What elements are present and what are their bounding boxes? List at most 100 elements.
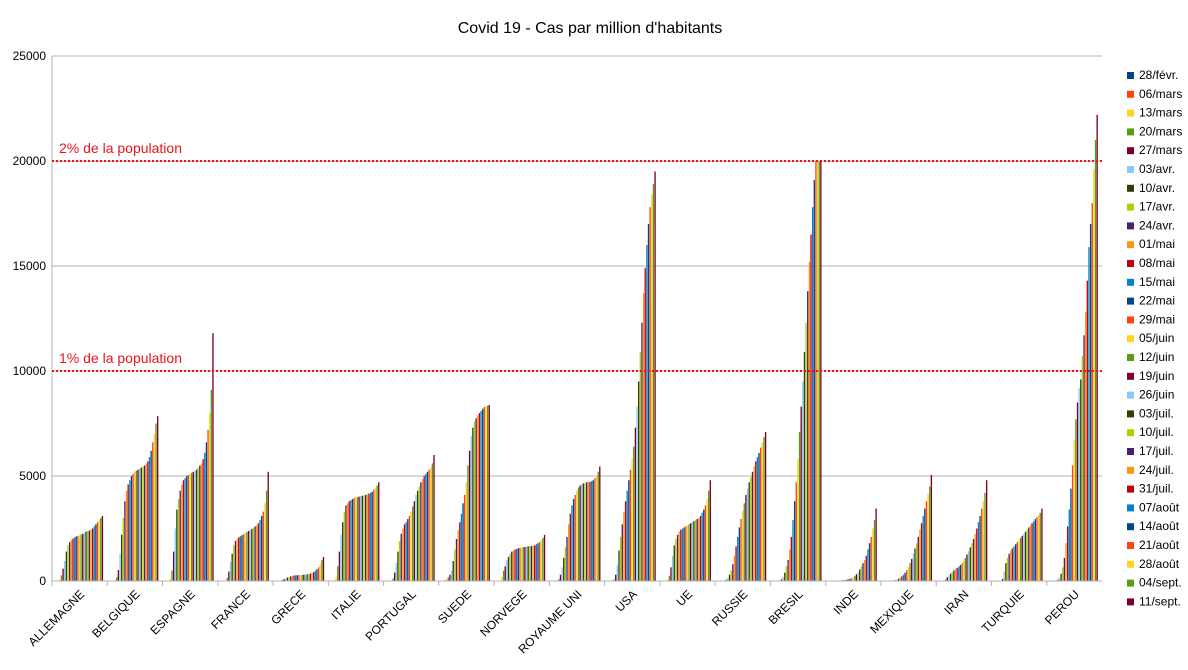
- bar-mexique-24: [924, 508, 926, 581]
- bar-portugal-13: [408, 515, 411, 581]
- bar-iran-11: [958, 566, 960, 581]
- bar-espagne-5: [174, 528, 176, 581]
- bar-suede-27: [486, 405, 489, 581]
- bar-royaume-uni-9: [567, 524, 570, 581]
- bar-turquie-17: [1023, 533, 1025, 581]
- legend-swatch: [1127, 560, 1134, 568]
- bar-belgique-7: [122, 518, 124, 581]
- bar-bresil-7: [785, 566, 788, 581]
- bar-perou-9: [1065, 543, 1067, 581]
- bar-suede-17: [470, 436, 472, 581]
- bar-iran-26: [982, 501, 985, 581]
- bar-italie-4: [338, 551, 341, 581]
- bar-portugal-28: [433, 455, 435, 581]
- bar-grece-19: [308, 574, 310, 581]
- bar-perou-5: [1058, 577, 1061, 581]
- bar-allemagne-2: [59, 579, 61, 581]
- bar-russie-20: [751, 471, 754, 581]
- bar-turquie-13: [1016, 542, 1018, 581]
- bar-turquie-24: [1034, 519, 1037, 581]
- bar-iran-18: [969, 547, 971, 581]
- bar-norvege-14: [520, 547, 523, 581]
- bar-allemagne-14: [78, 535, 81, 581]
- bar-inde-12: [849, 578, 851, 581]
- legend-label: 31/juil.: [1139, 482, 1174, 496]
- bar-italie-2: [335, 576, 337, 581]
- legend-swatch: [1127, 523, 1134, 531]
- bar-italie-23: [369, 492, 372, 581]
- bar-espagne-9: [181, 484, 183, 581]
- bar-italie-8: [345, 505, 347, 581]
- bar-portugal-20: [420, 482, 422, 581]
- bar-grece-23: [314, 570, 316, 581]
- bar-mexique-23: [922, 515, 924, 581]
- bar-grece-3: [281, 579, 284, 581]
- bar-suede-22: [478, 413, 481, 581]
- legend-label: 08/mai: [1139, 256, 1175, 270]
- bar-inde-28: [875, 508, 877, 581]
- bar-italie-10: [348, 501, 350, 581]
- bar-espagne-8: [179, 490, 181, 581]
- bar-russie-15: [743, 503, 745, 581]
- bar-usa-6: [618, 550, 620, 581]
- bar-iran-10: [956, 567, 958, 581]
- bar-inde-22: [865, 555, 867, 581]
- bar-allemagne-20: [88, 530, 90, 581]
- bar-bresil-22: [810, 234, 812, 581]
- bar-usa-24: [647, 224, 650, 581]
- bar-grece-13: [298, 575, 300, 581]
- bar-ue-4: [670, 567, 672, 581]
- bar-russie-12: [738, 527, 741, 581]
- bar-allemagne-27: [100, 518, 102, 581]
- y-tick-label: 5000: [19, 469, 46, 483]
- bar-russie-4: [725, 579, 727, 581]
- bar-usa-27: [652, 184, 655, 581]
- bar-grece-25: [317, 567, 320, 581]
- bar-mexique-21: [919, 529, 921, 581]
- bar-espagne-25: [207, 429, 209, 581]
- bar-france-28: [267, 471, 269, 581]
- bar-mexique-7: [896, 579, 898, 581]
- bar-ue-26: [706, 499, 708, 581]
- legend-swatch: [1127, 504, 1134, 512]
- bar-portugal-27: [431, 463, 434, 581]
- legend-label: 27/mars: [1139, 143, 1182, 157]
- bar-ue-13: [685, 526, 687, 581]
- bar-suede-2: [445, 579, 448, 581]
- bar-bresil-23: [811, 207, 814, 581]
- bar-norvege-21: [532, 545, 534, 581]
- legend-swatch: [1127, 410, 1134, 418]
- bar-grece-15: [301, 574, 303, 581]
- bar-bresil-20: [807, 291, 809, 581]
- bar-mexique-27: [929, 486, 931, 581]
- bar-iran-6: [949, 573, 952, 581]
- bar-grece-18: [306, 574, 308, 581]
- bar-italie-7: [343, 511, 345, 581]
- bar-ue-10: [680, 529, 682, 581]
- bar-suede-28: [488, 405, 490, 581]
- bar-perou-26: [1093, 169, 1095, 581]
- legend-label: 19/juin: [1139, 369, 1174, 383]
- bar-belgique-13: [132, 473, 134, 581]
- bar-france-25: [262, 511, 264, 581]
- bar-belgique-5: [119, 553, 121, 581]
- bar-suede-16: [468, 450, 471, 581]
- bar-usa-10: [624, 501, 627, 581]
- bar-perou-15: [1075, 419, 1077, 581]
- bar-mexique-25: [925, 501, 928, 581]
- bar-perou-11: [1068, 509, 1070, 581]
- bar-norvege-6: [507, 556, 510, 581]
- bar-russie-11: [737, 536, 739, 581]
- legend-swatch: [1127, 166, 1134, 173]
- bar-belgique-18: [140, 467, 142, 581]
- legend-label: 15/mai: [1139, 275, 1175, 289]
- bar-royaume-uni-27: [597, 471, 599, 581]
- bar-inde-11: [847, 579, 849, 581]
- bar-russie-25: [760, 447, 762, 581]
- bar-inde-10: [845, 579, 848, 581]
- bar-royaume-uni-15: [577, 487, 580, 581]
- bar-ue-11: [681, 528, 684, 581]
- bar-usa-28: [654, 171, 656, 581]
- bar-turquie-4: [1001, 578, 1004, 581]
- bar-suede-14: [465, 482, 467, 581]
